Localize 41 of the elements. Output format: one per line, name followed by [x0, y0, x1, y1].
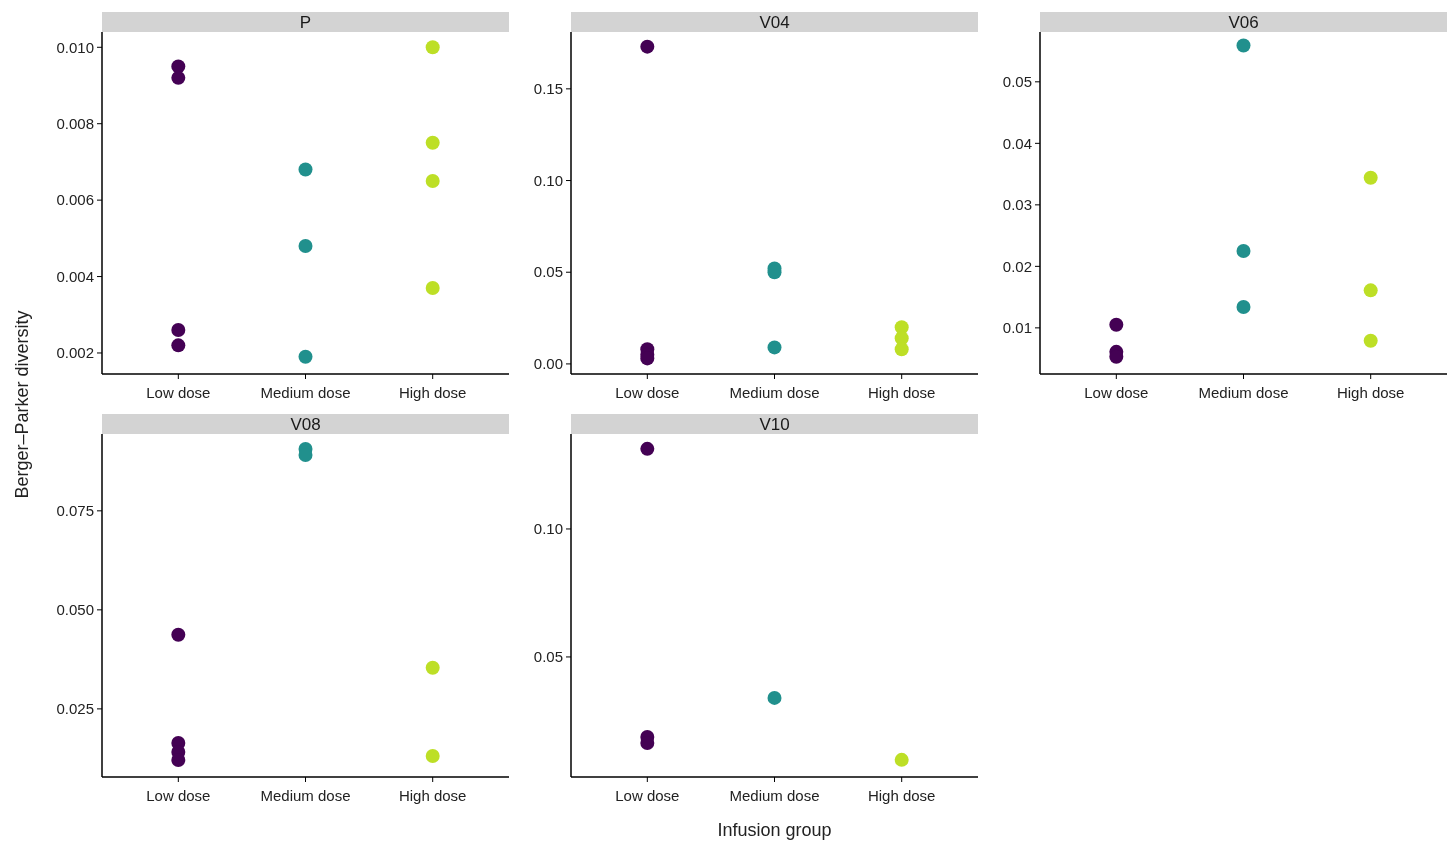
y-tick-label: 0.15: [533, 80, 563, 98]
x-tick-label: High dose: [867, 787, 936, 804]
y-tick-label: 0.01: [1002, 319, 1032, 337]
chart-title: V06: [1228, 13, 1259, 32]
x-tick-label: Medium dose: [260, 384, 351, 401]
x-tick-label: Medium dose: [1198, 384, 1289, 401]
y-axis-title: Berger–Parker diversity: [12, 310, 32, 499]
y-tick-label: 0.050: [56, 601, 94, 619]
y-tick-label: 0.004: [56, 267, 94, 285]
chart-title: P: [299, 13, 312, 32]
x-tick-label: Medium dose: [260, 787, 351, 804]
x-tick-label: Low dose: [146, 787, 211, 804]
x-tick-label: Low dose: [146, 384, 211, 401]
y-tick-label: 0.00: [533, 355, 563, 373]
x-tick-label: High dose: [867, 384, 936, 401]
y-tick-label: 0.002: [56, 344, 94, 362]
y-tick-label: 0.02: [1002, 257, 1032, 275]
y-tick-label: 0.075: [56, 502, 94, 520]
y-tick-label: 0.05: [533, 263, 563, 281]
y-tick-label: 0.025: [56, 700, 94, 718]
x-tick-label: Low dose: [615, 384, 680, 401]
y-tick-label: 0.010: [56, 38, 94, 56]
y-tick-label: 0.03: [1002, 196, 1032, 214]
chart-title: V10: [759, 415, 790, 434]
y-tick-label: 0.008: [56, 114, 94, 132]
x-tick-label: High dose: [398, 384, 467, 401]
y-tick-label: 0.10: [533, 171, 563, 189]
x-tick-label: Medium dose: [729, 384, 820, 401]
x-tick-label: Medium dose: [729, 787, 820, 804]
chart-title: V04: [759, 13, 790, 32]
y-tick-label: 0.006: [56, 191, 94, 209]
y-tick-label: 0.04: [1002, 134, 1032, 152]
chart-title: V08: [290, 415, 321, 434]
x-axis-title: Infusion group: [717, 820, 832, 840]
y-tick-label: 0.05: [1002, 73, 1032, 91]
x-tick-label: Low dose: [1084, 384, 1149, 401]
x-tick-label: High dose: [1336, 384, 1405, 401]
y-tick-label: 0.05: [533, 648, 563, 666]
x-tick-label: High dose: [398, 787, 467, 804]
x-tick-label: Low dose: [615, 787, 680, 804]
y-tick-label: 0.10: [533, 520, 563, 538]
